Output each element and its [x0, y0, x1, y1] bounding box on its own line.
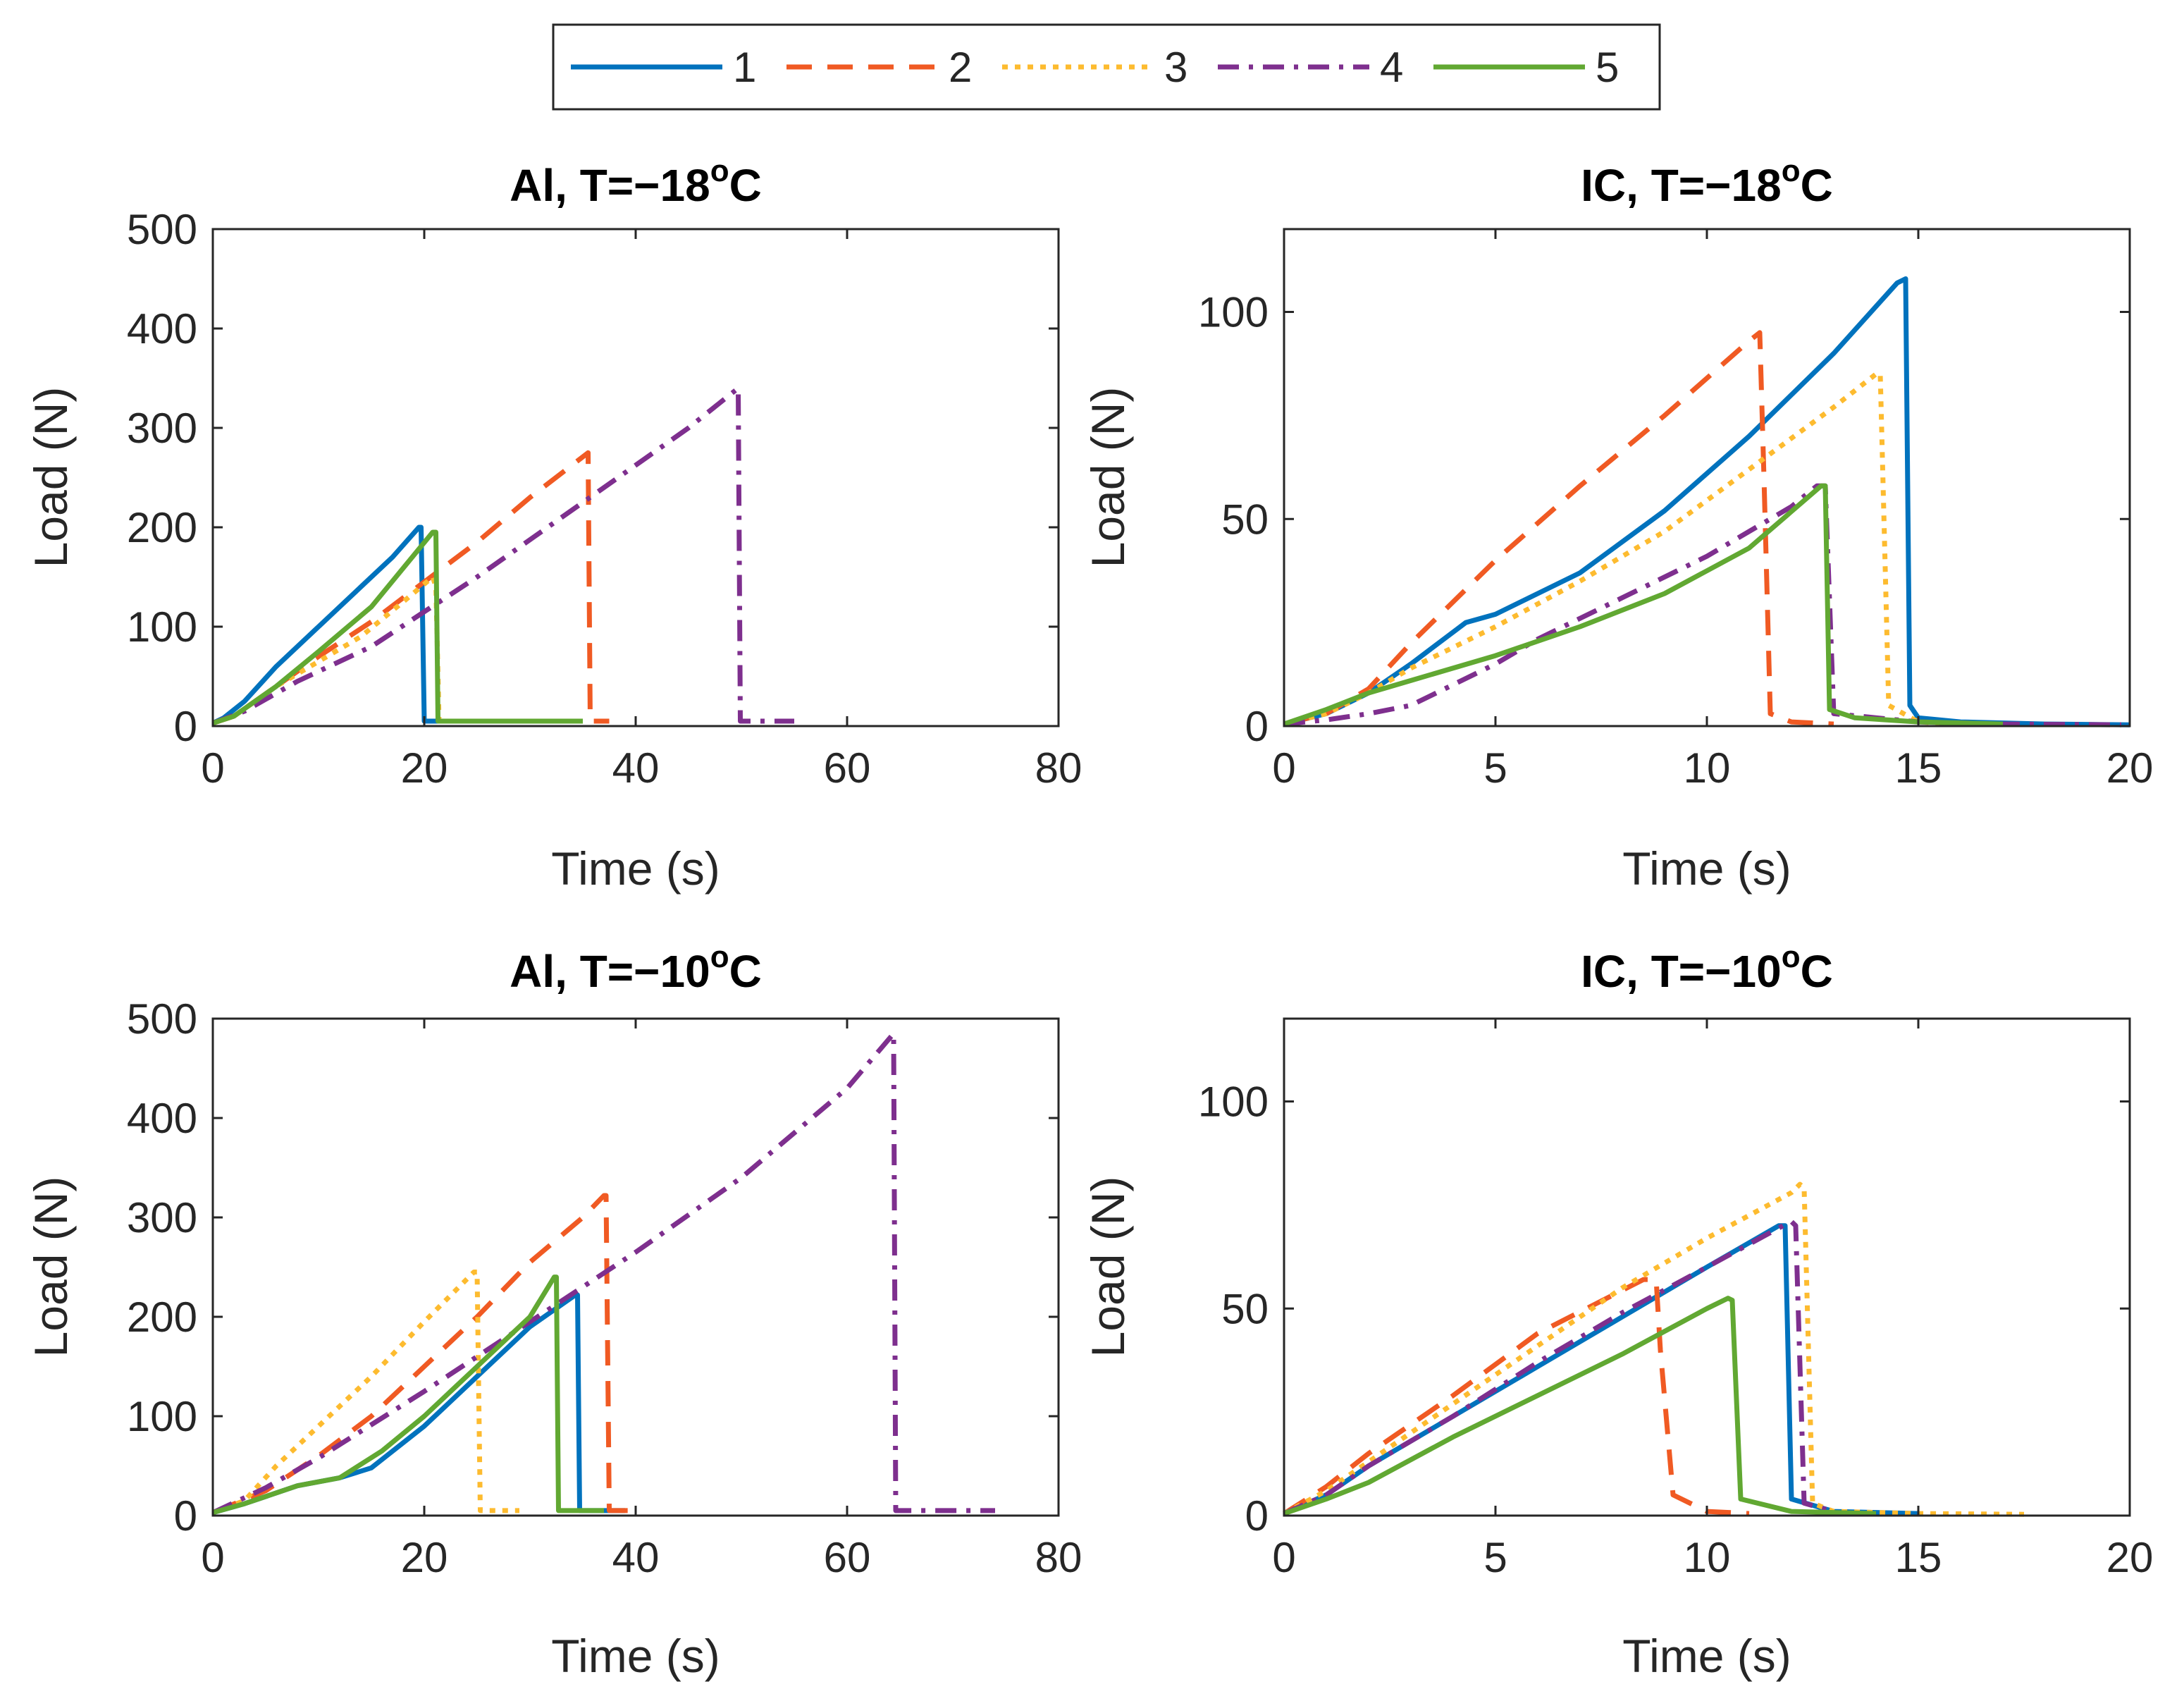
series-line-2 [1283, 1277, 1750, 1516]
series-line-3 [211, 1270, 519, 1516]
x-tick-label: 15 [1895, 1534, 1942, 1581]
x-tick-label: 20 [401, 744, 448, 792]
x-tick-label: 20 [2106, 1534, 2154, 1581]
y-tick-label: 200 [127, 1294, 197, 1341]
series-line-5 [1283, 483, 2004, 727]
plot-area [1283, 276, 2130, 727]
y-tick-label: 300 [127, 405, 197, 452]
axis-ticks: 0 20 40 60 80 0 100 200 300 400 500 [127, 206, 1082, 792]
x-tick-label: 10 [1684, 744, 1731, 792]
y-axis-label: Load (N) [25, 1177, 77, 1358]
legend-label-4: 4 [1380, 44, 1403, 91]
y-axis-label: Load (N) [25, 387, 77, 568]
x-tick-label: 40 [612, 1534, 660, 1581]
axis-ticks: 0 5 10 15 20 0 50 100 [1198, 1019, 2153, 1581]
y-tick-label: 100 [127, 1393, 197, 1440]
panel-al-minus10: Al, T=−10oC 0 20 40 60 80 0 100 200 300 400 500 Ti… [25, 940, 1082, 1682]
y-tick-label: 100 [127, 603, 197, 651]
series-line-5 [1283, 1296, 1877, 1516]
x-tick-label: 15 [1895, 744, 1942, 792]
y-axis-label: Load (N) [1082, 387, 1134, 568]
panel-title: Al, T=−10oC [510, 940, 762, 997]
plot-area [211, 1031, 995, 1516]
legend-label-3: 3 [1164, 44, 1187, 91]
x-axis-label: Time (s) [1622, 842, 1791, 895]
series-line-2 [1283, 330, 1834, 727]
y-tick-label: 300 [127, 1194, 197, 1241]
x-tick-label: 20 [401, 1534, 448, 1581]
x-axis-label: Time (s) [1622, 1630, 1791, 1682]
x-tick-label: 80 [1035, 1534, 1082, 1581]
x-tick-label: 0 [1272, 744, 1295, 792]
panel-ic-minus10: IC, T=−10oC 0 5 10 15 20 0 50 100 Time (s) Load… [1082, 940, 2153, 1682]
x-tick-label: 60 [824, 744, 871, 792]
panel-al-minus18: Al, T=−18oC 0 20 40 60 80 0 100 200 300 400 500 Ti… [25, 154, 1082, 895]
x-tick-label: 40 [612, 744, 660, 792]
legend-label-2: 2 [949, 44, 972, 91]
y-axis-label: Load (N) [1082, 1177, 1134, 1358]
series-line-4 [1283, 1219, 1834, 1516]
x-tick-label: 0 [1272, 1534, 1295, 1581]
y-tick-label: 400 [127, 305, 197, 352]
x-tick-label: 60 [824, 1534, 871, 1581]
x-axis-label: Time (s) [551, 1630, 720, 1682]
y-tick-label: 0 [1245, 703, 1269, 750]
x-tick-label: 0 [201, 1534, 224, 1581]
y-tick-label: 0 [1245, 1492, 1269, 1540]
legend-label-1: 1 [733, 44, 756, 91]
series-line-5 [211, 529, 583, 726]
panel-title: IC, T=−10oC [1581, 940, 1833, 997]
y-tick-label: 100 [1198, 289, 1269, 336]
x-tick-label: 10 [1684, 1534, 1731, 1581]
series-line-5 [212, 1275, 604, 1516]
plot-area [211, 386, 794, 726]
x-tick-label: 80 [1035, 744, 1082, 792]
axis-ticks: 0 20 40 60 80 0 100 200 300 400 500 [127, 995, 1082, 1581]
y-tick-label: 500 [127, 206, 197, 253]
x-tick-label: 5 [1483, 1534, 1507, 1581]
series-line-4 [211, 386, 794, 726]
x-axis-label: Time (s) [551, 842, 720, 895]
y-tick-label: 400 [127, 1095, 197, 1142]
series-line-2 [211, 1193, 636, 1516]
plot-area [1283, 1181, 2025, 1517]
x-tick-label: 0 [201, 744, 224, 792]
y-tick-label: 0 [174, 703, 197, 750]
y-tick-label: 0 [174, 1492, 197, 1540]
x-tick-label: 5 [1483, 744, 1507, 792]
y-tick-label: 500 [127, 995, 197, 1043]
panel-title: IC, T=−18oC [1581, 154, 1833, 211]
y-tick-label: 50 [1221, 1285, 1269, 1332]
y-tick-label: 50 [1221, 496, 1269, 543]
legend: 1 2 3 4 5 [552, 23, 1661, 111]
y-tick-label: 200 [127, 504, 197, 551]
legend-label-5: 5 [1596, 44, 1619, 91]
axis-ticks: 0 5 10 15 20 0 50 100 [1198, 229, 2153, 792]
panel-ic-minus18: IC, T=−18oC 0 5 10 15 20 0 50 100 Time (s) Load… [1082, 154, 2153, 895]
x-tick-label: 20 [2106, 744, 2154, 792]
series-line-1 [1283, 276, 2130, 727]
y-tick-label: 100 [1198, 1079, 1269, 1126]
panel-title: Al, T=−18oC [510, 154, 762, 211]
